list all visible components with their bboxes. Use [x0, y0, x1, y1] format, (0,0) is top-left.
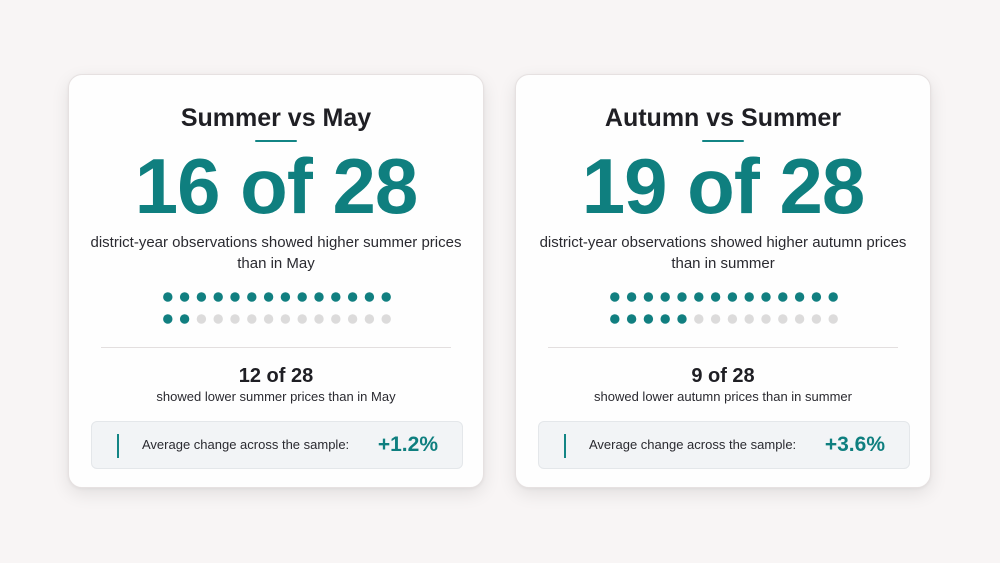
dot-lower: [828, 314, 838, 324]
dot-higher: [364, 292, 375, 302]
autumn-vs-summer-card: Autumn vs Summer 19 of 28 district-year …: [515, 74, 931, 488]
dot-matrix: [610, 292, 838, 324]
title-underline: [255, 140, 297, 142]
dot-higher: [314, 292, 324, 302]
card-title: Summer vs May: [180, 104, 372, 132]
dot-lower: [347, 314, 358, 324]
dot-lower: [213, 314, 223, 324]
average-accent-bar: [564, 434, 566, 458]
dot-lower: [230, 314, 240, 324]
dot-lower: [811, 314, 822, 324]
dot-higher: [247, 292, 257, 302]
lower-count-stat: 12 of 28: [238, 365, 314, 387]
dot-lower: [727, 314, 738, 324]
title-underline: [702, 140, 744, 142]
dot-higher: [761, 292, 771, 302]
dot-higher: [626, 314, 637, 324]
dot-higher: [727, 292, 738, 302]
dot-higher: [196, 292, 207, 302]
dot-higher: [347, 292, 358, 302]
average-change-box: Average change across the sample: +1.2%: [91, 421, 463, 469]
dot-higher: [381, 292, 391, 302]
average-change-value: +3.6%: [824, 433, 885, 456]
summer-vs-may-card: Summer vs May 16 of 28 district-year obs…: [68, 74, 484, 488]
dot-lower: [297, 314, 307, 324]
dot-higher: [230, 292, 240, 302]
average-change-label: Average change across the sample:: [142, 437, 350, 452]
dot-higher: [828, 292, 838, 302]
dot-higher: [677, 292, 687, 302]
lower-count-description: showed lower autumn prices than in summe…: [594, 389, 852, 404]
dot-lower: [694, 314, 704, 324]
dot-higher: [331, 292, 341, 302]
higher-count-stat: 16 of 28: [134, 142, 418, 230]
lower-count-description: showed lower summer prices than in May: [156, 389, 396, 404]
dot-lower: [331, 314, 341, 324]
dot-higher: [744, 292, 754, 302]
dot-higher: [643, 314, 654, 324]
section-divider: [548, 347, 898, 348]
average-accent-bar: [117, 434, 119, 458]
dot-higher: [811, 292, 822, 302]
dot-lower: [314, 314, 324, 324]
dot-higher: [710, 292, 721, 302]
dot-higher: [794, 292, 805, 302]
dot-lower: [280, 314, 291, 324]
dot-higher: [643, 292, 654, 302]
section-divider: [101, 347, 451, 348]
dot-higher: [677, 314, 687, 324]
average-change-value: +1.2%: [377, 433, 438, 456]
dot-higher: [163, 314, 173, 324]
dot-lower: [778, 314, 788, 324]
dot-lower: [761, 314, 771, 324]
dot-lower: [744, 314, 754, 324]
average-change-label: Average change across the sample:: [589, 437, 797, 452]
dot-lower: [381, 314, 391, 324]
dot-higher: [610, 292, 620, 302]
card-title: Autumn vs Summer: [604, 104, 842, 132]
dot-lower: [364, 314, 375, 324]
higher-count-stat: 19 of 28: [581, 142, 865, 230]
dot-matrix: [163, 292, 391, 324]
dot-higher: [694, 292, 704, 302]
higher-count-description: district-year observations showed higher…: [539, 234, 907, 272]
dot-lower: [247, 314, 257, 324]
dot-higher: [179, 314, 190, 324]
lower-count-stat: 9 of 28: [691, 365, 755, 387]
dot-higher: [610, 314, 620, 324]
dot-higher: [660, 292, 670, 302]
dot-higher: [179, 292, 190, 302]
dot-higher: [660, 314, 670, 324]
dot-higher: [263, 292, 274, 302]
dot-higher: [163, 292, 173, 302]
dot-lower: [263, 314, 274, 324]
dot-higher: [280, 292, 291, 302]
higher-count-description: district-year observations showed higher…: [90, 234, 462, 272]
dot-higher: [213, 292, 223, 302]
dot-higher: [626, 292, 637, 302]
average-change-box: Average change across the sample: +3.6%: [538, 421, 910, 469]
dot-lower: [710, 314, 721, 324]
dot-lower: [196, 314, 207, 324]
dot-higher: [297, 292, 307, 302]
dot-lower: [794, 314, 805, 324]
dot-higher: [778, 292, 788, 302]
